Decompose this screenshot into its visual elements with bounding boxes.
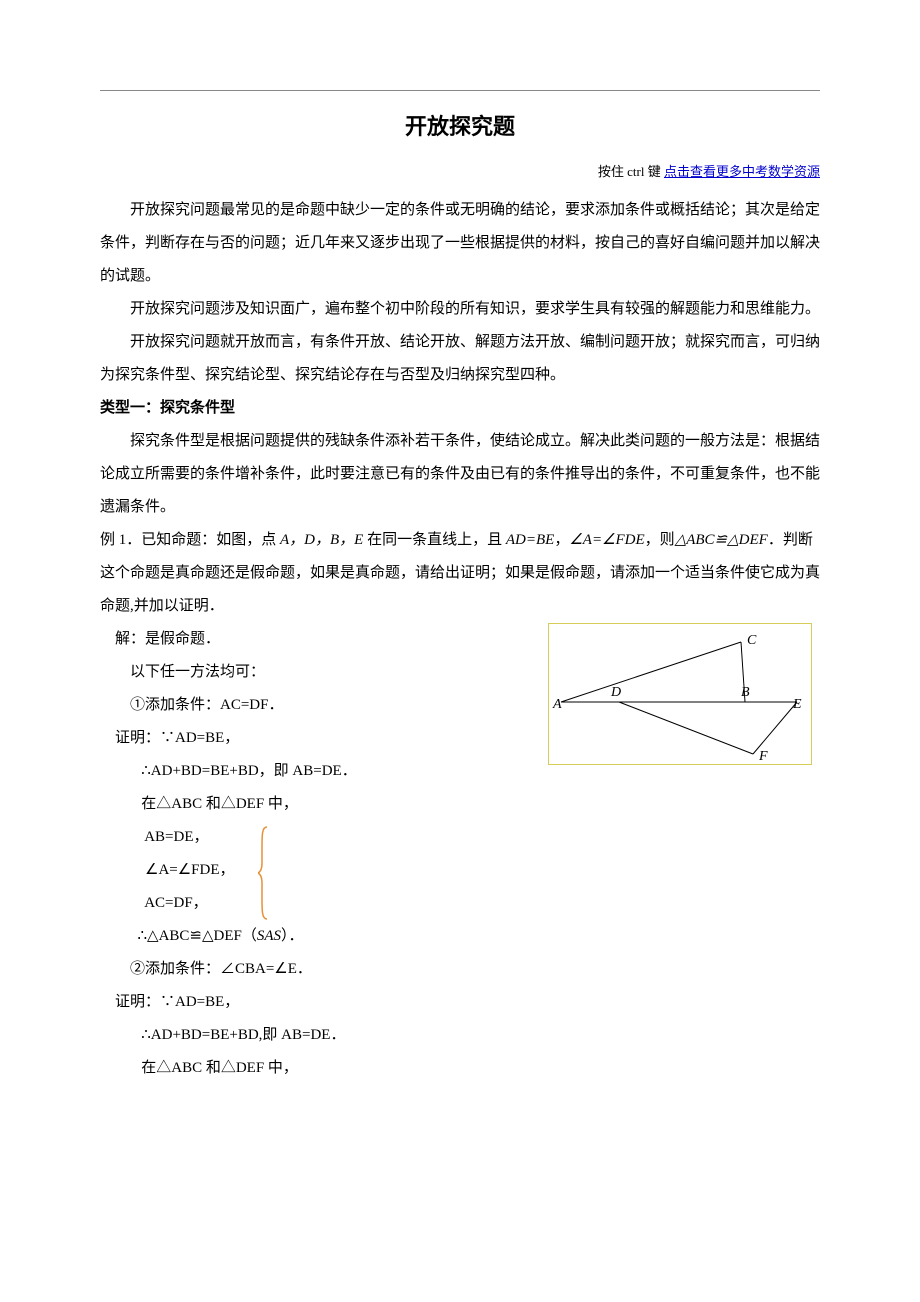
ex1-a: 例 1．已知命题：如图，点 <box>100 532 280 548</box>
pl11-text: ②添加条件：∠CBA=∠E． <box>130 961 312 977</box>
pl9-text: AC=DF， <box>144 895 207 911</box>
section-heading-1: 类型一：探究条件型 <box>100 392 820 425</box>
pl10-a: ∴△ABC≌△DEF（ <box>138 928 257 944</box>
pl8-text: ∠A=∠FDE， <box>145 862 235 878</box>
pl3-text: ①添加条件：AC=DF． <box>130 697 283 713</box>
pl1-text: 解：是假命题． <box>115 631 220 647</box>
pl10-b: SAS <box>257 928 281 944</box>
label-F: F <box>758 749 768 764</box>
ex1-tri1b: DEF <box>739 532 768 548</box>
resource-link[interactable]: 点击查看更多中考数学资源 <box>664 164 820 179</box>
figure-svg: A D B E C F <box>549 624 811 764</box>
figure-labels: A D B E C F <box>552 633 802 764</box>
pl13-text: ∴AD+BD=BE+BD,即 AB=DE． <box>141 1027 345 1043</box>
label-E: E <box>792 697 802 712</box>
ex1-tri1: △ABC≌△ <box>675 532 739 548</box>
label-D: D <box>610 685 621 700</box>
pl-9: AC=DF， <box>100 887 820 920</box>
label-C: C <box>747 633 757 648</box>
type1-para: 探究条件型是根据问题提供的残缺条件添补若干条件，使结论成立。解决此类问题的一般方… <box>100 425 820 524</box>
pl14-text: 在△ABC 和△DEF 中， <box>141 1060 298 1076</box>
example-1-statement: 例 1．已知命题：如图，点 A，D，B，E 在同一条直线上，且 AD=BE，∠A… <box>100 524 820 623</box>
proof-block: A D B E C F 解：是假命题． 以下任一方法均可： ①添加条件：AC=D… <box>100 623 820 1085</box>
link-prefix: 按住 ctrl 键 <box>598 164 664 179</box>
pl-11: ②添加条件：∠CBA=∠E． <box>100 953 820 986</box>
pl5-text: ∴AD+BD=BE+BD，即 AB=DE． <box>141 763 356 779</box>
pl10-c: ）． <box>281 928 304 944</box>
brace-group: AB=DE， ∠A=∠FDE， AC=DF， <box>100 821 820 920</box>
pl12-text: 证明：∵AD=BE， <box>115 994 239 1010</box>
curly-brace-icon <box>258 825 268 921</box>
top-rule <box>100 90 820 91</box>
pl-10: ∴△ABC≌△DEF（SAS）． <box>100 920 820 953</box>
pl-6: 在△ABC 和△DEF 中， <box>100 788 820 821</box>
pl4-text: 证明：∵AD=BE， <box>115 730 239 746</box>
pl2-text: 以下任一方法均可： <box>130 664 265 680</box>
label-A: A <box>552 697 562 712</box>
geometry-figure: A D B E C F <box>548 623 812 765</box>
intro-para-1: 开放探究问题最常见的是命题中缺少一定的条件或无明确的结论，要求添加条件或概括结论… <box>100 194 820 293</box>
pl-13: ∴AD+BD=BE+BD,即 AB=DE． <box>100 1019 820 1052</box>
pl6-text: 在△ABC 和△DEF 中， <box>141 796 298 812</box>
intro-para-3: 开放探究问题就开放而言，有条件开放、结论开放、解题方法开放、编制问题开放；就探究… <box>100 326 820 392</box>
ex1-c: ，则 <box>645 532 675 548</box>
figure-lines <box>561 642 797 754</box>
intro-para-2: 开放探究问题涉及知识面广，遍布整个初中阶段的所有知识，要求学生具有较强的解题能力… <box>100 293 820 326</box>
document-page: 开放探究题 按住 ctrl 键 点击查看更多中考数学资源 开放探究问题最常见的是… <box>0 0 920 1302</box>
pl-14: 在△ABC 和△DEF 中， <box>100 1052 820 1085</box>
pl-12: 证明：∵AD=BE， <box>100 986 820 1019</box>
ex1-eq2: ∠A=∠FDE <box>569 532 644 548</box>
ex1-b: 在同一条直线上，且 <box>363 532 506 548</box>
ex1-eq1: AD=BE <box>506 532 554 548</box>
ex1-points: A，D，B，E <box>280 532 363 548</box>
pl7-text: AB=DE， <box>144 829 208 845</box>
resource-link-line: 按住 ctrl 键 点击查看更多中考数学资源 <box>100 161 820 180</box>
pl-7: AB=DE， <box>100 821 820 854</box>
label-B: B <box>741 685 750 700</box>
page-title: 开放探究题 <box>100 109 820 141</box>
pl-8: ∠A=∠FDE， <box>100 854 820 887</box>
